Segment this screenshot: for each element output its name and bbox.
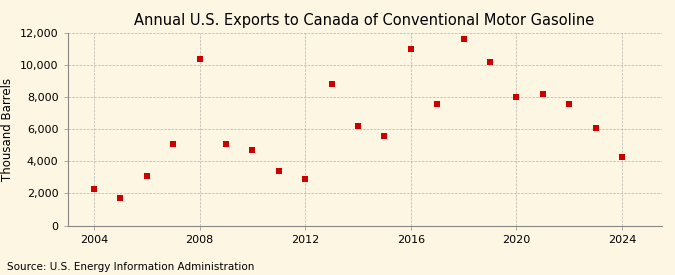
Title: Annual U.S. Exports to Canada of Conventional Motor Gasoline: Annual U.S. Exports to Canada of Convent… [134, 13, 595, 28]
Point [432, 101, 443, 106]
Point [194, 56, 205, 61]
Point [247, 148, 258, 152]
Point [537, 92, 548, 96]
Point [616, 154, 627, 159]
Point [167, 141, 178, 146]
Point [88, 186, 99, 191]
Point [590, 125, 601, 130]
Point [221, 141, 232, 146]
Point [564, 101, 574, 106]
Point [511, 95, 522, 99]
Point [115, 196, 126, 200]
Point [379, 133, 389, 138]
Point [485, 60, 495, 64]
Y-axis label: Thousand Barrels: Thousand Barrels [1, 78, 14, 181]
Point [405, 47, 416, 51]
Point [326, 82, 337, 87]
Point [458, 37, 469, 42]
Point [273, 169, 284, 173]
Point [352, 124, 363, 128]
Point [300, 177, 310, 181]
Point [141, 174, 152, 178]
Text: Source: U.S. Energy Information Administration: Source: U.S. Energy Information Administ… [7, 262, 254, 272]
